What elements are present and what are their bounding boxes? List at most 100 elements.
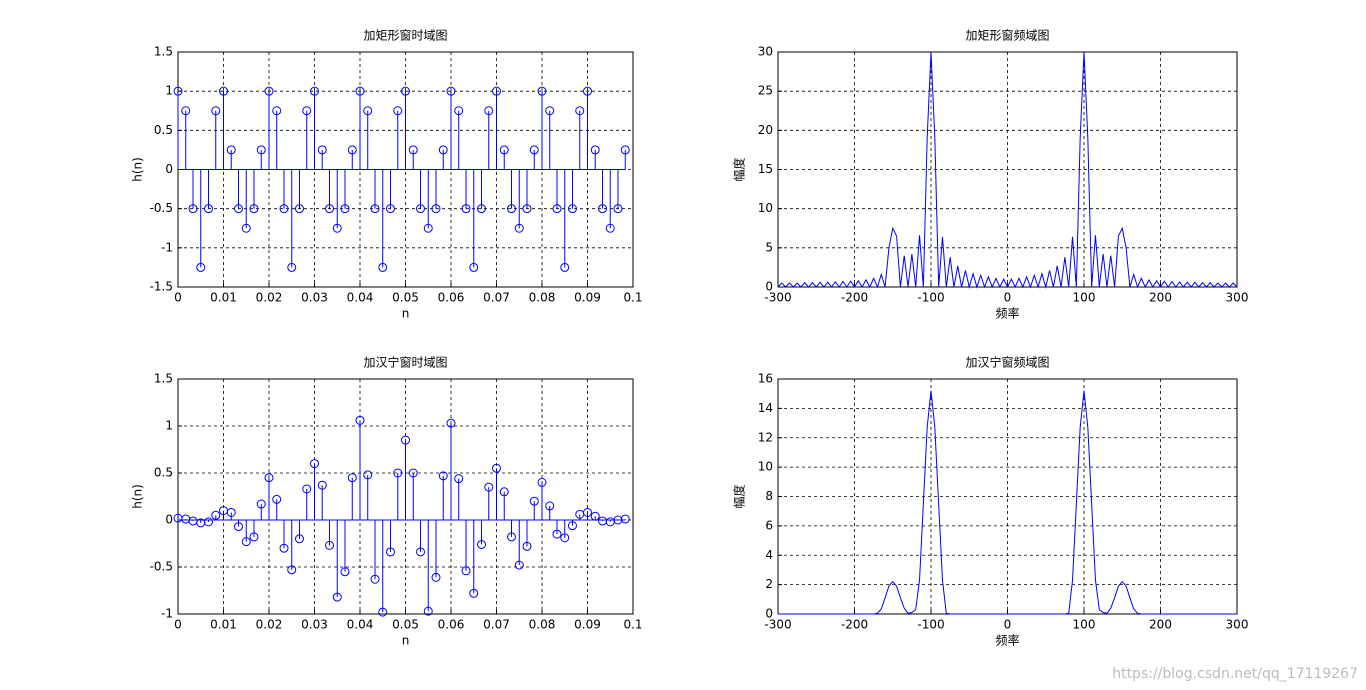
stem-marker bbox=[560, 533, 570, 543]
stem-marker bbox=[226, 145, 236, 155]
stem-marker bbox=[325, 540, 335, 550]
stem-marker bbox=[423, 606, 433, 616]
stem-marker bbox=[241, 223, 251, 233]
y-tick-label: 6 bbox=[765, 518, 773, 532]
x-tick-label: 300 bbox=[1226, 291, 1249, 305]
stem-marker bbox=[567, 521, 577, 531]
stem-marker bbox=[514, 223, 524, 233]
y-tick-label: -0.5 bbox=[150, 560, 173, 574]
stem-marker bbox=[310, 459, 319, 469]
y-tick-label: 4 bbox=[765, 548, 773, 562]
stem-marker bbox=[340, 567, 350, 577]
stem-marker bbox=[203, 204, 213, 214]
y-tick-label: 1 bbox=[165, 419, 173, 433]
stem-marker bbox=[454, 474, 464, 484]
stem-marker bbox=[423, 223, 433, 233]
chart-title: 加矩形窗频域图 bbox=[965, 29, 1049, 43]
stem-marker bbox=[294, 534, 304, 544]
stem-marker bbox=[431, 572, 441, 582]
x-tick-label: 0 bbox=[174, 618, 182, 632]
stem-marker bbox=[620, 514, 630, 524]
stem-marker bbox=[378, 607, 388, 617]
y-axis-label: h(n) bbox=[131, 484, 145, 509]
stem-marker bbox=[499, 145, 509, 155]
stem-marker bbox=[287, 262, 297, 272]
stem-marker bbox=[476, 204, 486, 214]
x-axis-label: n bbox=[402, 634, 410, 648]
x-tick-label: -100 bbox=[917, 291, 944, 305]
x-tick-label: 0.01 bbox=[210, 618, 237, 632]
stem-marker bbox=[272, 494, 282, 504]
stem-marker bbox=[355, 415, 365, 425]
y-tick-label: 30 bbox=[758, 45, 773, 59]
stem-marker bbox=[211, 106, 221, 116]
x-tick-label: 300 bbox=[1226, 618, 1249, 632]
spectrum-line bbox=[777, 51, 1238, 289]
stem-marker bbox=[363, 106, 373, 116]
stem-marker bbox=[416, 547, 426, 557]
stem-marker bbox=[256, 145, 266, 155]
y-tick-label: 10 bbox=[758, 460, 773, 474]
x-tick-label: 0 bbox=[1004, 618, 1012, 632]
stem-marker bbox=[264, 86, 274, 96]
stem-marker bbox=[461, 566, 471, 576]
stem-marker bbox=[583, 86, 592, 96]
y-tick-label: 5 bbox=[765, 240, 773, 254]
stem-marker bbox=[181, 106, 191, 116]
stem-marker bbox=[211, 510, 221, 520]
x-tick-label: 0.05 bbox=[392, 618, 419, 632]
stem-marker bbox=[385, 547, 395, 557]
stem-marker bbox=[507, 204, 517, 214]
stem-marker bbox=[492, 463, 501, 473]
stem-marker bbox=[234, 522, 244, 532]
x-tick-label: 200 bbox=[1149, 618, 1172, 632]
stem-marker bbox=[249, 532, 259, 542]
stem-marker bbox=[370, 574, 380, 584]
x-tick-label: 0.02 bbox=[256, 291, 283, 305]
y-tick-label: 0.5 bbox=[154, 466, 173, 480]
stem-marker bbox=[522, 204, 532, 214]
stem-marker bbox=[446, 418, 456, 428]
stem-marker bbox=[469, 262, 479, 272]
x-tick-label: 0.1 bbox=[623, 291, 642, 305]
stem-marker bbox=[317, 145, 327, 155]
x-tick-label: 0.03 bbox=[301, 291, 328, 305]
stem-marker bbox=[507, 532, 517, 542]
x-tick-label: 0.07 bbox=[483, 291, 510, 305]
x-tick-label: 0.07 bbox=[483, 618, 510, 632]
stem-marker bbox=[408, 145, 418, 155]
stem-marker bbox=[454, 106, 464, 116]
y-tick-label: 12 bbox=[758, 430, 773, 444]
stem-marker bbox=[241, 537, 251, 547]
stem-marker bbox=[363, 470, 373, 480]
x-tick-label: 0.09 bbox=[574, 618, 601, 632]
stem-marker bbox=[492, 86, 501, 96]
stem-marker bbox=[279, 543, 289, 553]
stem-marker bbox=[484, 106, 494, 116]
x-tick-label: 0.06 bbox=[438, 618, 465, 632]
stem-marker bbox=[340, 204, 350, 214]
stem-marker bbox=[310, 86, 319, 96]
y-axis-label: 幅度 bbox=[732, 484, 747, 508]
stem-marker bbox=[529, 496, 539, 506]
stem-marker bbox=[416, 204, 426, 214]
stem-marker bbox=[431, 204, 441, 214]
stem-marker bbox=[401, 86, 410, 96]
stem-marker bbox=[545, 501, 555, 511]
x-tick-label: -100 bbox=[917, 618, 944, 632]
stem-marker bbox=[537, 477, 547, 487]
y-tick-label: 0 bbox=[765, 280, 773, 294]
x-tick-label: 0 bbox=[1004, 291, 1012, 305]
x-tick-label: -200 bbox=[841, 291, 868, 305]
y-axis-label: h(n) bbox=[131, 157, 145, 182]
stem-marker bbox=[590, 145, 600, 155]
stem-marker bbox=[613, 204, 623, 214]
chart-title: 加汉宁窗时域图 bbox=[363, 355, 447, 370]
stem-marker bbox=[302, 484, 312, 494]
stem-marker bbox=[355, 86, 365, 96]
stem-marker bbox=[332, 592, 342, 602]
chart-title: 加汉宁窗频域图 bbox=[965, 355, 1049, 370]
spectrum-line bbox=[778, 390, 1237, 615]
y-tick-label: 2 bbox=[765, 577, 773, 591]
